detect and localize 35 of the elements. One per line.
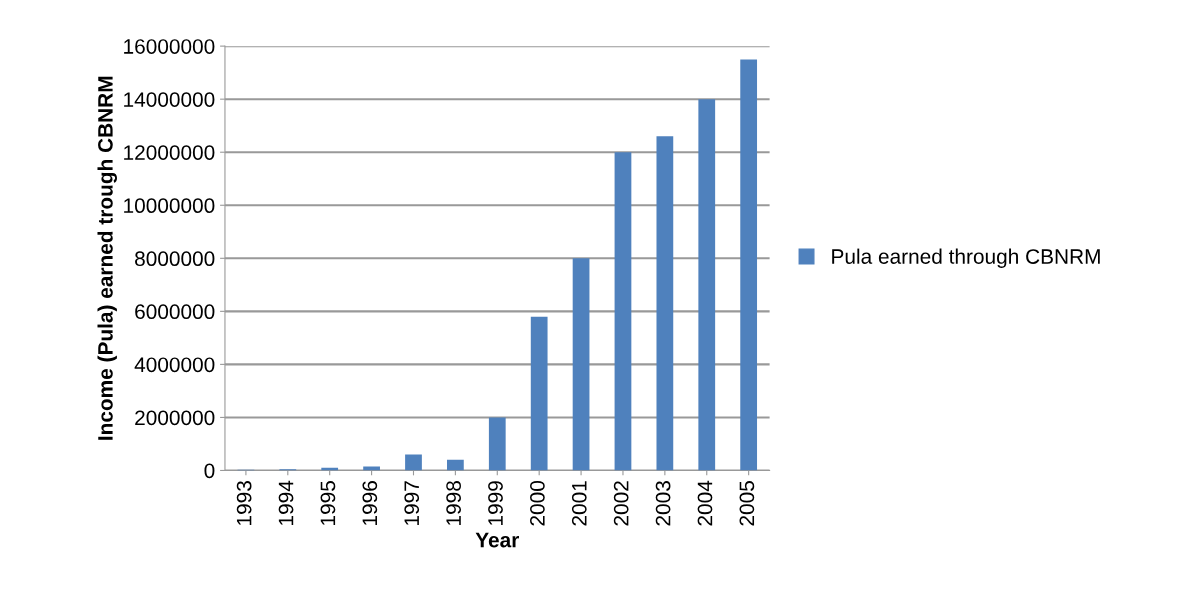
y-tick-label: 14000000	[124, 92, 215, 107]
x-tick-label: 1999	[488, 481, 503, 525]
x-tick-label: 1998	[446, 481, 461, 525]
y-tick-label: 0	[204, 463, 215, 479]
y-tick-label: 8000000	[135, 251, 215, 267]
bar	[740, 59, 758, 471]
x-tick-label: 2002	[613, 481, 629, 526]
bar	[363, 466, 380, 471]
bar	[447, 459, 464, 471]
y-tick-label: 16000000	[124, 39, 215, 54]
bar	[488, 417, 506, 471]
x-tick-label: 1996	[362, 481, 378, 525]
x-tick-label: 2003	[655, 481, 671, 526]
bar	[572, 258, 590, 471]
x-tick-label: 2001	[571, 481, 587, 526]
x-tick-label: 1995	[320, 481, 336, 525]
y-tick-label: 12000000	[124, 145, 215, 160]
x-axis-title: Year	[475, 532, 519, 548]
bar	[530, 316, 548, 471]
x-tick-label: 1994	[278, 480, 294, 525]
x-tick-label: 1993	[236, 481, 252, 525]
x-tick-label: 2004	[697, 480, 713, 526]
x-tick-label: 2005	[739, 481, 755, 526]
bar	[698, 99, 716, 471]
y-tick-label: 4000000	[134, 357, 215, 373]
y-tick-label: 6000000	[135, 304, 215, 320]
x-tick-label: 2000	[530, 481, 545, 526]
y-tick-label: 2000000	[135, 410, 215, 426]
legend-label: Pula earned through CBNRM	[832, 248, 1100, 269]
y-axis-title: Income (Pula) earned trough CBNRM	[97, 76, 117, 440]
y-tick-label: 10000000	[124, 198, 215, 214]
x-tick-label: 1997	[404, 481, 420, 525]
bar	[656, 136, 674, 471]
bar	[405, 454, 422, 471]
bar	[614, 152, 632, 471]
